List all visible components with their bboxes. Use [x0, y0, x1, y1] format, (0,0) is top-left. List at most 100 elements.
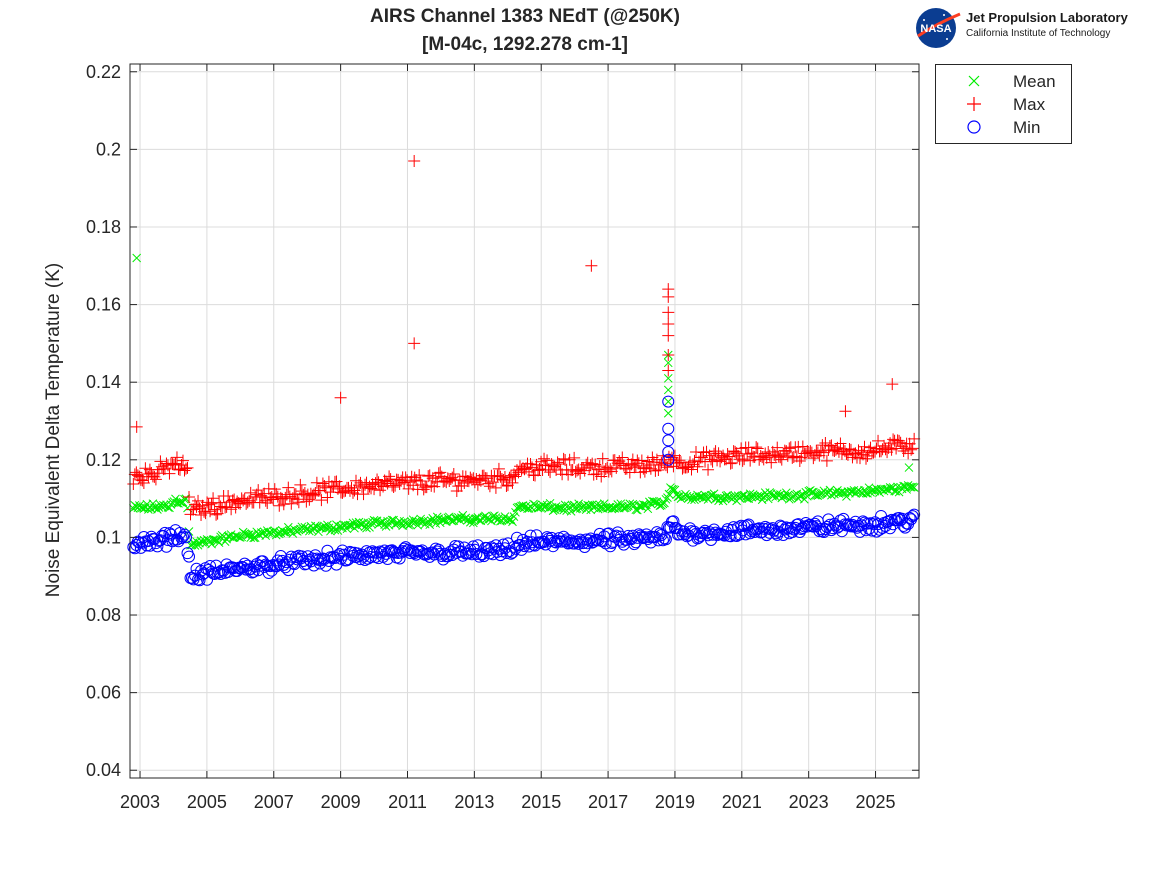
series-max-point [544, 466, 557, 479]
series-max-point [617, 459, 630, 472]
series-max-point [179, 462, 192, 475]
series-max-point [346, 486, 359, 499]
series-mean-point [408, 515, 418, 525]
series-min-point [510, 531, 523, 544]
series-mean-point [652, 497, 662, 507]
series-max-point [380, 475, 393, 488]
series-max-point [790, 450, 803, 463]
series-max-point [623, 466, 636, 479]
series-min-point [325, 551, 338, 564]
x-tick-label: 2021 [722, 792, 762, 812]
series-max-point [501, 479, 514, 492]
chart-title-line-2: [M-04c, 1292.278 cm-1] [422, 34, 628, 55]
series-mean-point [709, 489, 719, 499]
series-mean-point [144, 505, 153, 514]
series-max-point [578, 464, 591, 477]
y-tick-label: 0.1 [96, 527, 121, 547]
series-max-point [538, 452, 551, 465]
series-max-point [688, 454, 701, 467]
x-marker-icon [968, 75, 980, 87]
series-max-point [216, 502, 229, 515]
series-max-point [255, 489, 268, 502]
series-max-point [405, 470, 418, 483]
series-max-point [774, 451, 787, 464]
series-max-point [604, 463, 617, 476]
series-max-point [741, 448, 754, 461]
series-min-point [583, 534, 596, 547]
series-min-point [568, 537, 581, 550]
jpl-logo: NASA Jet Propulsion Laboratory Californi… [914, 6, 1164, 48]
series-max-point [730, 447, 743, 460]
plus-marker-icon [967, 97, 981, 111]
series-min-point [777, 528, 790, 541]
series-max-point [423, 469, 436, 482]
series-max-point [813, 449, 826, 462]
series-min-outlier [662, 434, 675, 447]
legend-label-max: Max [1013, 95, 1046, 114]
nasa-meatball-icon: NASA [916, 8, 961, 48]
series-max-point [632, 457, 645, 470]
series-max-point [595, 470, 608, 483]
series-max-point [178, 464, 191, 477]
series-max-point [282, 481, 295, 494]
series-max-point [691, 460, 704, 473]
series-max-point [906, 442, 919, 455]
logo-org-subtitle: California Institute of Technology [966, 28, 1111, 39]
series-min-point [426, 546, 439, 559]
series-max-point [504, 469, 517, 482]
series-max-point [765, 456, 778, 469]
series-max-point [232, 497, 245, 510]
series-mean-point [706, 490, 716, 500]
series-mean-point [446, 516, 456, 525]
series-max-point [149, 473, 162, 486]
series-mean-point [465, 517, 475, 527]
series-mean-point [781, 488, 791, 498]
series-min-outlier [662, 395, 675, 408]
series-mean-point [426, 516, 436, 525]
series-max-outlier [334, 391, 347, 404]
series-max-point [781, 449, 794, 462]
circle-marker-icon [967, 120, 981, 134]
series-mean-point [198, 538, 207, 547]
series-max-point [593, 460, 606, 473]
series-max-point [735, 442, 748, 455]
series-mean-outlier [663, 385, 673, 395]
series-max-point [589, 458, 602, 471]
series-max-point [190, 500, 203, 513]
series-max-point [515, 463, 528, 476]
logo-org-name: Jet Propulsion Laboratory [966, 10, 1128, 25]
series-min-point [393, 552, 406, 565]
series-max-point [470, 473, 483, 486]
series-max-point [420, 481, 433, 494]
y-tick-label: 0.16 [86, 295, 121, 315]
series-max-point [196, 499, 209, 512]
series-max-point [413, 469, 426, 482]
series-max-point [897, 445, 910, 458]
series-mean-point [159, 500, 168, 510]
legend-item-max: Max [936, 92, 1071, 115]
series-max-point [715, 451, 728, 464]
series-max-point [428, 480, 441, 493]
series-min-point [273, 558, 286, 571]
series-max-point [524, 458, 537, 471]
series-min-point [870, 525, 883, 538]
series-max-point [220, 500, 233, 513]
series-max-point [321, 491, 334, 504]
series-max-point [640, 461, 653, 474]
series-min-point [515, 543, 528, 556]
series-min-point [908, 508, 921, 521]
series-min-point [193, 574, 206, 587]
series-max-point [616, 451, 629, 464]
series-max-outlier [130, 420, 143, 433]
series-max-point [584, 459, 597, 472]
series-max-point [222, 489, 235, 502]
series-max-point [783, 442, 796, 455]
series-max-point [183, 491, 196, 504]
series-max-point [458, 476, 471, 489]
series-mean-point [717, 493, 726, 503]
axis-ticks: 2003 2005 2007 2009 2011 2013 2015 2017 2019 2021… [86, 62, 919, 812]
y-tick-label: 0.04 [86, 760, 121, 780]
series-max-point [136, 474, 149, 487]
series-min-point [372, 552, 385, 565]
legend-item-mean: Mean [936, 69, 1071, 92]
